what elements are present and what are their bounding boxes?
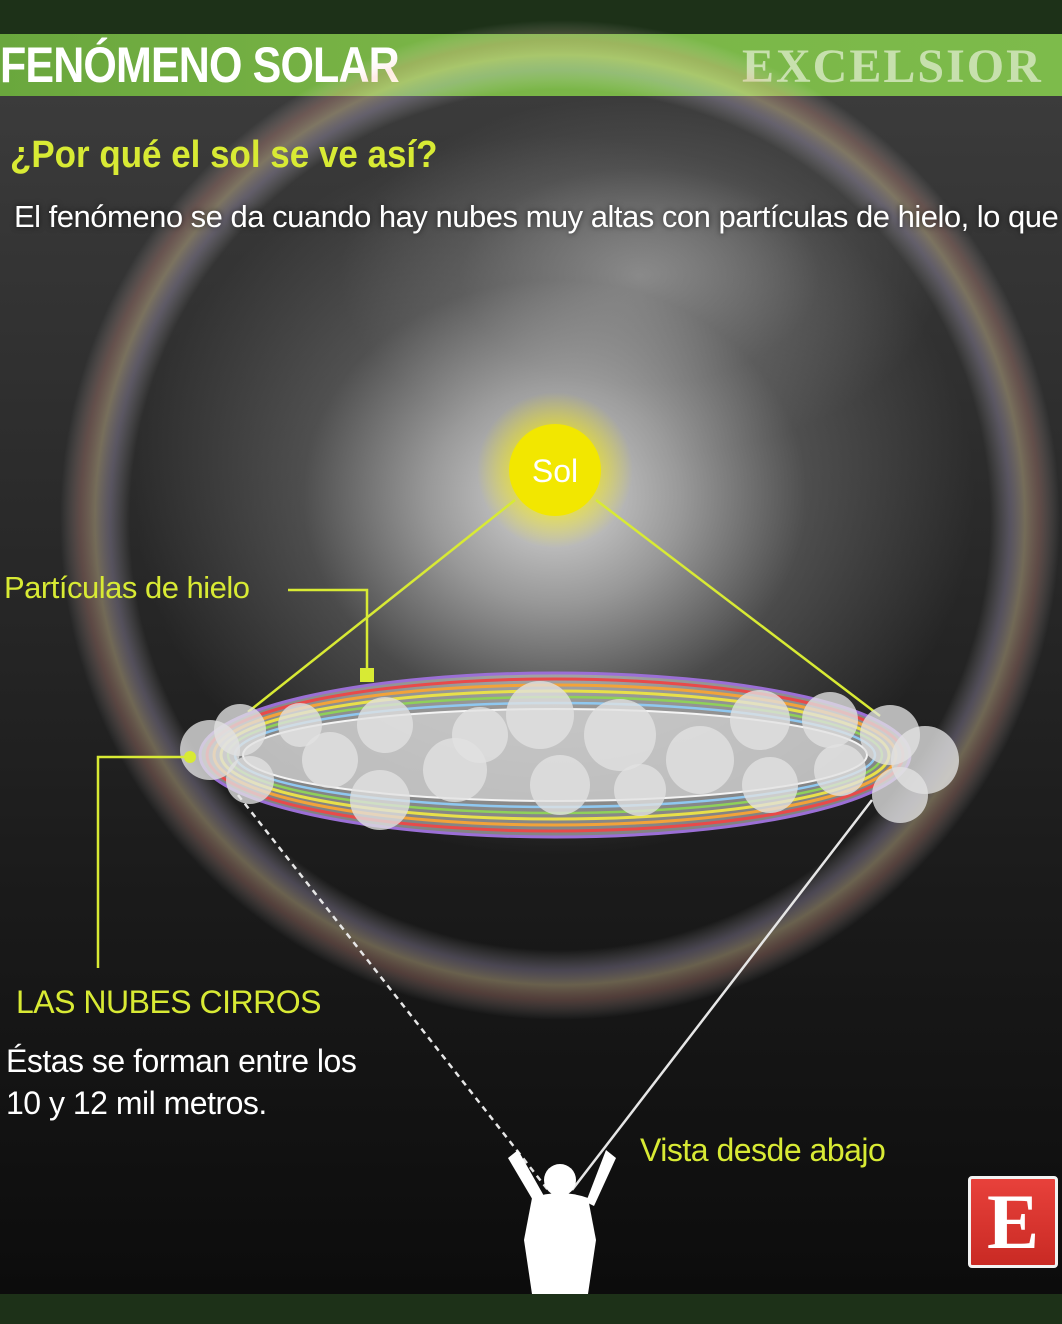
sight-line-right bbox=[571, 799, 873, 1191]
ice-callout-line bbox=[288, 588, 369, 676]
ice-callout-marker bbox=[360, 668, 374, 682]
sun-icon bbox=[509, 424, 601, 516]
excelsior-logo: E bbox=[968, 1176, 1058, 1268]
cirrus-callout-marker bbox=[184, 751, 196, 763]
sun-ray-right bbox=[595, 499, 881, 717]
logo-letter: E bbox=[986, 1178, 1040, 1265]
ice-particles-label: Partículas de hielo bbox=[4, 570, 250, 605]
cirrus-clouds bbox=[180, 681, 959, 830]
cirrus-clouds-title: LAS NUBES CIRROS bbox=[16, 984, 321, 1020]
explainer-body: El fenómeno se da cuando hay nubes muy a… bbox=[14, 199, 1062, 234]
explainer-question: ¿Por qué el sol se ve así? bbox=[10, 134, 438, 176]
sun-label: Sol bbox=[531, 453, 579, 489]
cirrus-altitude-text: Éstas se forman entre los 10 y 12 mil me… bbox=[6, 1043, 357, 1121]
observer-figure-icon bbox=[508, 1150, 616, 1294]
frame-bottom bbox=[0, 1294, 1062, 1324]
view-from-below-label: Vista desde abajo bbox=[640, 1132, 886, 1168]
cirrus-callout-line bbox=[96, 755, 190, 968]
sight-line-left bbox=[237, 794, 549, 1191]
sun-ray-left bbox=[247, 499, 516, 713]
